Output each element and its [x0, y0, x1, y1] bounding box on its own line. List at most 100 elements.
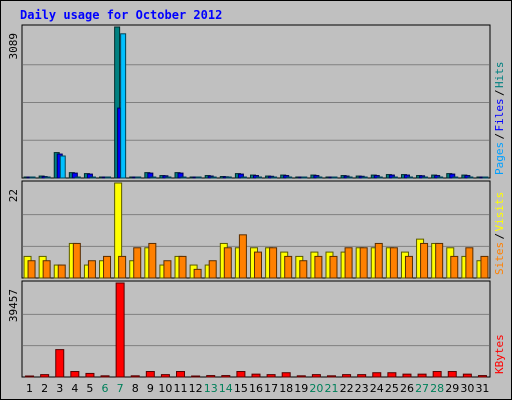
bar-pages-day-20 [316, 176, 323, 179]
bar-kbytes-day-25 [387, 372, 397, 378]
bar-pages-day-6 [105, 176, 112, 179]
bar-kbytes-day-13 [206, 375, 216, 378]
panel-1-legend-sites: Sites [493, 242, 506, 275]
x-tick-label-28: 28 [430, 382, 444, 395]
bar-sites-day-16 [254, 251, 262, 279]
x-tick-label-17: 17 [264, 382, 278, 395]
bar-pages-day-30 [467, 176, 474, 179]
bar-sites-day-1 [27, 260, 36, 279]
bar-sites-day-22 [344, 247, 353, 279]
bar-pages-day-25 [391, 176, 398, 179]
bar-pages-day-17 [271, 176, 278, 179]
bar-pages-day-5 [89, 176, 96, 179]
x-tick-label-10: 10 [158, 382, 172, 395]
bar-pages-day-18 [286, 176, 293, 179]
bar-pages-day-28 [437, 176, 444, 179]
bar-sites-day-25 [389, 247, 398, 279]
bar-sites-day-17 [269, 247, 278, 279]
x-tick-label-8: 8 [132, 382, 139, 395]
x-tick-label-5: 5 [86, 382, 93, 395]
bar-kbytes-day-11 [176, 371, 186, 378]
bar-kbytes-day-22 [342, 374, 352, 378]
bar-kbytes-day-29 [447, 371, 457, 378]
bar-kbytes-day-9 [145, 371, 155, 378]
x-tick-label-19: 19 [294, 382, 308, 395]
bar-pages-day-9 [150, 176, 157, 179]
chart-title: Daily usage for October 2012 [20, 8, 222, 22]
bar-pages-day-27 [422, 176, 429, 179]
panel-2-area [21, 280, 491, 378]
bar-pages-day-24 [376, 176, 383, 179]
bar-sites-day-20 [314, 255, 323, 279]
bar-sites-day-8 [133, 247, 142, 279]
bar-pages-day-7 [120, 33, 127, 179]
bar-kbytes-day-10 [160, 374, 170, 378]
x-tick-label-15: 15 [234, 382, 248, 395]
panel-1-legend-visits: Visits [493, 192, 506, 232]
bar-sites-day-28 [435, 242, 444, 279]
bar-pages-day-12 [195, 176, 202, 179]
bar-pages-day-31 [482, 176, 489, 179]
bar-kbytes-day-30 [462, 373, 472, 378]
bar-pages-day-1 [29, 176, 36, 179]
bar-sites-day-2 [42, 260, 51, 279]
x-tick-label-2: 2 [41, 382, 48, 395]
panel-2-ymax-label: 39457 [7, 289, 20, 322]
bar-sites-day-19 [299, 260, 308, 279]
bar-sites-day-5 [87, 260, 96, 279]
bar-pages-day-23 [361, 176, 368, 179]
x-tick-label-11: 11 [174, 382, 188, 395]
x-tick-label-30: 30 [460, 382, 474, 395]
x-tick-label-20: 20 [309, 382, 323, 395]
x-tick-label-18: 18 [279, 382, 293, 395]
bar-kbytes-day-17 [266, 374, 276, 378]
panel-0-legend-pages: Pages [493, 142, 506, 175]
bar-kbytes-day-2 [40, 374, 50, 378]
bar-sites-day-7 [118, 255, 127, 279]
x-tick-label-6: 6 [102, 382, 109, 395]
bar-kbytes-day-7 [115, 282, 125, 378]
panel-0-legend-hits: Hits [493, 62, 506, 89]
bar-kbytes-day-23 [357, 374, 367, 378]
bar-sites-day-6 [103, 255, 112, 279]
bar-kbytes-day-26 [402, 373, 412, 378]
bar-sites-day-11 [178, 255, 187, 279]
bar-kbytes-day-14 [221, 375, 231, 378]
bar-sites-day-14 [223, 247, 232, 279]
bar-kbytes-day-8 [130, 375, 140, 378]
bar-kbytes-day-19 [296, 375, 306, 378]
bar-pages-day-4 [74, 176, 81, 179]
x-tick-label-25: 25 [385, 382, 399, 395]
bar-pages-day-15 [240, 176, 247, 179]
bar-pages-day-21 [331, 176, 338, 179]
bar-sites-day-18 [284, 255, 293, 279]
panel-0-area [21, 24, 491, 179]
bar-kbytes-day-5 [85, 372, 95, 378]
bar-kbytes-day-31 [477, 375, 487, 378]
bar-kbytes-day-27 [417, 373, 427, 378]
bar-sites-day-21 [329, 255, 338, 279]
bar-kbytes-day-4 [70, 371, 80, 378]
bar-sites-day-27 [420, 242, 429, 279]
bar-kbytes-day-15 [236, 371, 246, 378]
bar-pages-day-22 [346, 176, 353, 179]
bar-kbytes-day-20 [311, 374, 321, 378]
bar-pages-day-2 [44, 176, 51, 179]
x-tick-label-4: 4 [71, 382, 78, 395]
bar-sites-day-13 [208, 260, 217, 279]
bar-sites-day-29 [450, 255, 459, 279]
panel-0-ymax-label: 3089 [7, 33, 20, 60]
bar-sites-day-9 [148, 242, 157, 279]
x-tick-label-29: 29 [445, 382, 459, 395]
bar-pages-day-29 [452, 176, 459, 179]
bar-sites-day-31 [480, 255, 489, 279]
x-tick-label-13: 13 [204, 382, 218, 395]
bar-sites-day-12 [193, 268, 202, 279]
panel-2-legend-kbytes: KBytes [493, 334, 506, 374]
x-tick-label-31: 31 [475, 382, 489, 395]
x-tick-label-23: 23 [355, 382, 369, 395]
bar-pages-day-10 [165, 176, 172, 179]
bar-sites-day-30 [465, 247, 474, 279]
bar-pages-day-3 [59, 155, 66, 179]
